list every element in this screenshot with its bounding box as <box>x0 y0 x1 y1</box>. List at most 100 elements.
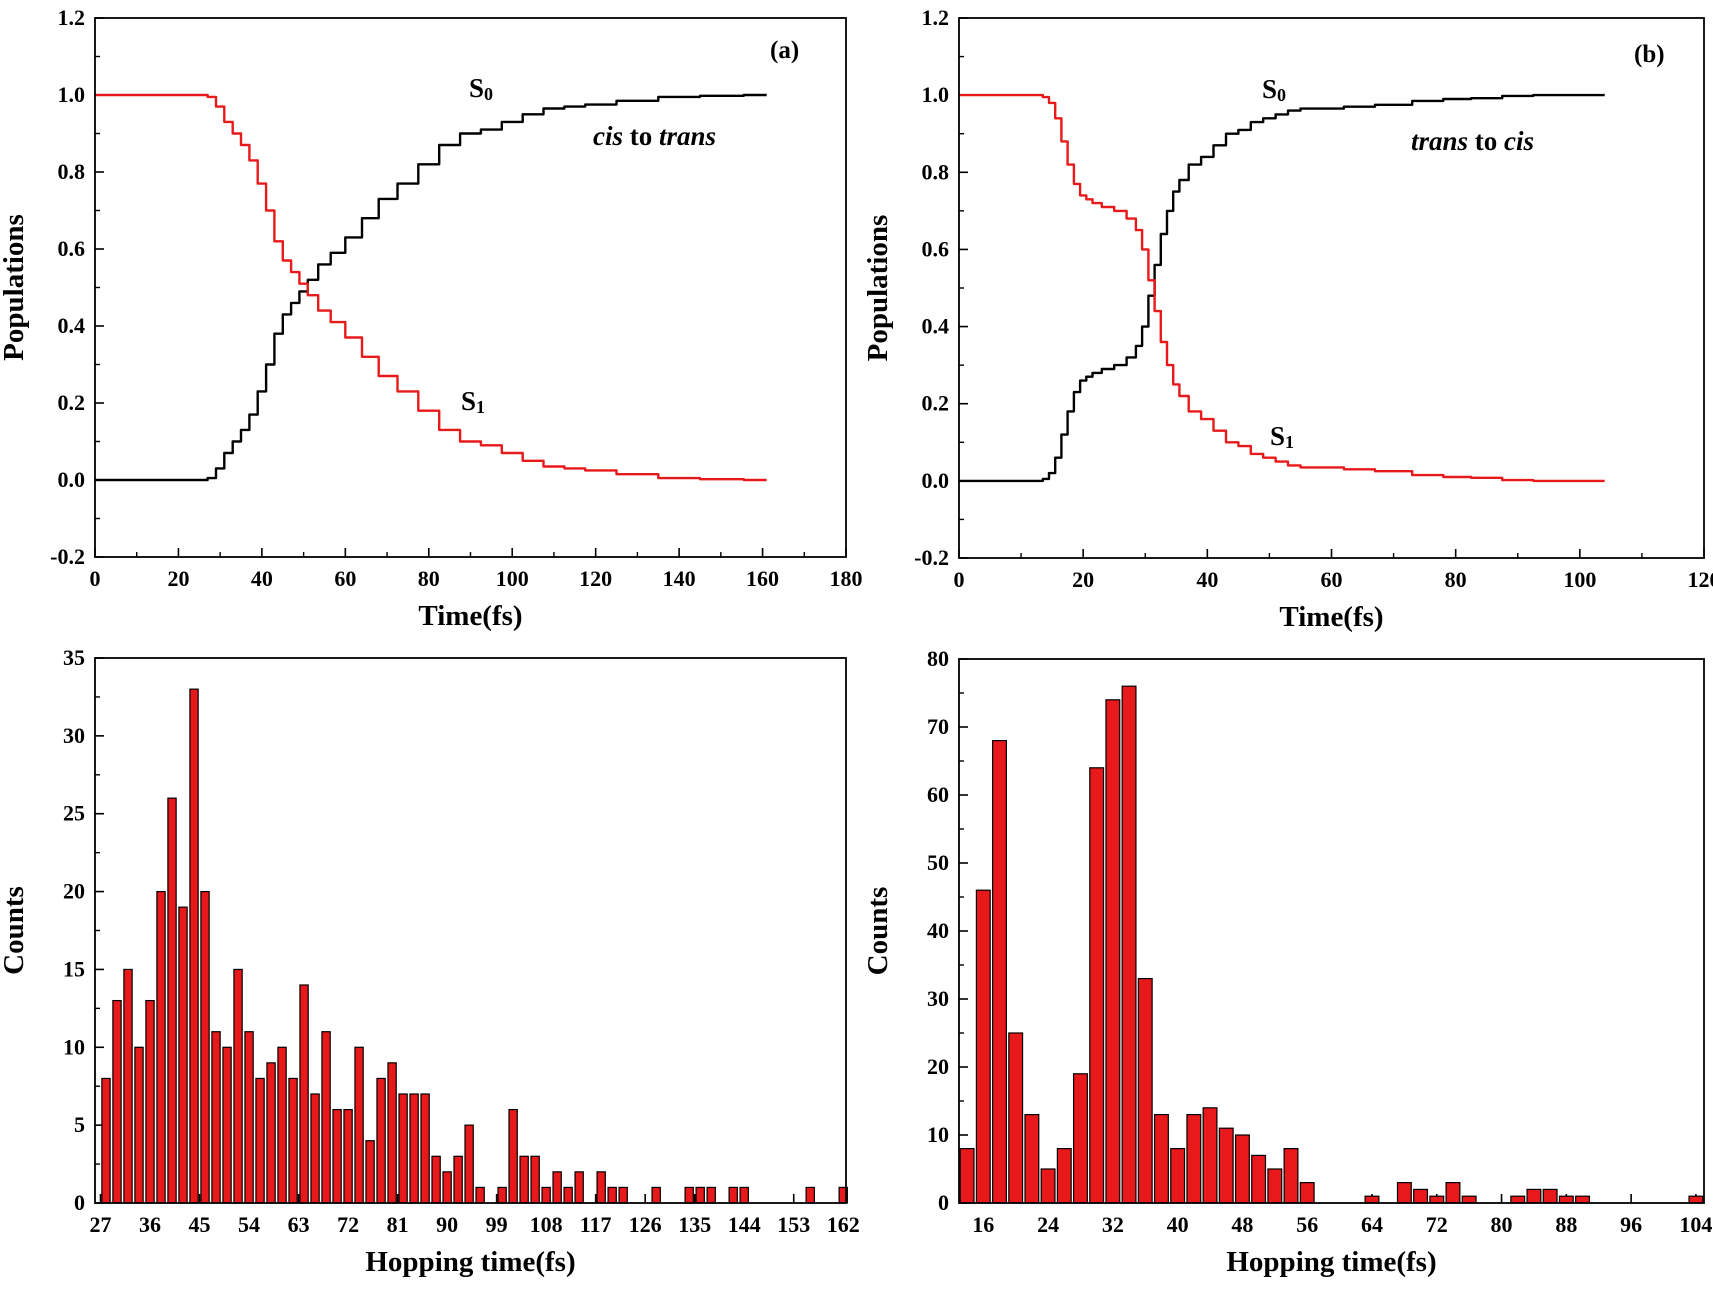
hist-c-bar <box>310 1093 320 1204</box>
population-plot-a: -0.2 0.0 0.2 0.4 0.6 0.8 1.0 1.2 0 20 40 60 80 100 120… <box>0 5 863 632</box>
plot-a-xtick-label: 180 <box>830 566 863 591</box>
plot-b-ytick-label: 0.0 <box>922 468 950 493</box>
plot-a-ytick-label: 1.2 <box>58 5 86 30</box>
hist-c-bar <box>695 1186 705 1204</box>
plot-b-xtick-label: 100 <box>1563 567 1596 592</box>
plot-a-y-axis-label: Populations <box>0 214 30 361</box>
hist-c-bar <box>431 1155 441 1204</box>
hist-c-bar <box>684 1186 694 1204</box>
plot-b-ytick-label: 0.8 <box>922 159 950 184</box>
plot-a-ytick-label: 0.4 <box>58 313 86 338</box>
hist-c-bar <box>277 1046 287 1204</box>
hist-c-bar <box>255 1077 265 1204</box>
hist-d-bar <box>1413 1188 1429 1204</box>
hist-c-bar <box>530 1155 540 1204</box>
hist-c-xtick-label: 63 <box>288 1212 310 1237</box>
plot-b-xtick-label: 0 <box>954 567 965 592</box>
hist-c-bar <box>552 1171 562 1204</box>
plot-a-xtick-label: 60 <box>334 566 356 591</box>
plot-a-xtick-label: 0 <box>90 566 101 591</box>
hist-c-bar <box>398 1093 408 1204</box>
hist-c-bar <box>475 1186 485 1204</box>
hist-c-bar <box>343 1108 353 1204</box>
hist-c-bar <box>805 1186 815 1204</box>
hist-d-xtick-label: 40 <box>1167 1212 1189 1237</box>
hist-c-bar <box>178 906 188 1204</box>
hist-d-ytick-label: 0 <box>938 1190 949 1215</box>
hist-d-bar <box>1283 1147 1299 1204</box>
plot-b-plot-frame <box>958 17 1705 559</box>
hist-c-bar <box>420 1093 430 1204</box>
hist-d-xtick-label: 64 <box>1361 1212 1383 1237</box>
hist-c-bar <box>728 1186 738 1204</box>
hist-c-bar <box>453 1155 463 1204</box>
plot-b-xtick-label: 40 <box>1196 567 1218 592</box>
hist-d-ytick-label: 80 <box>927 646 949 671</box>
hist-c-ytick-label: 30 <box>63 723 85 748</box>
plot-b-ytick-label: 1.0 <box>922 82 950 107</box>
hist-c-bar <box>101 1077 111 1204</box>
plot-a-ytick-label: -0.2 <box>50 544 85 569</box>
plot-b-xtick-label: 80 <box>1445 567 1467 592</box>
hist-c-ytick-label: 0 <box>74 1190 85 1215</box>
hist-c-bar <box>134 1046 144 1204</box>
hist-c-plot-frame <box>94 657 847 1204</box>
hist-d-bar <box>1234 1134 1250 1204</box>
hist-c-bar <box>387 1062 397 1204</box>
hist-d-bar <box>1137 977 1153 1204</box>
hist-c-bar <box>266 1062 276 1204</box>
hist-c-bar <box>519 1155 529 1204</box>
hist-c-bar <box>376 1077 386 1204</box>
hist-c-bar <box>321 1031 331 1204</box>
plot-b-series-s0-line <box>959 93 1605 483</box>
plot-b-ytick-label: 0.6 <box>922 236 950 261</box>
hist-c-xtick-label: 144 <box>728 1212 761 1237</box>
hist-d-bar <box>1526 1188 1542 1204</box>
hist-d-ytick-label: 10 <box>927 1122 949 1147</box>
plot-b-xtick-label: 60 <box>1321 567 1343 592</box>
hist-d-ytick-label: 30 <box>927 986 949 1011</box>
plot-b-series-s1-line <box>959 93 1605 483</box>
plot-a-ytick-label: 1.0 <box>58 82 86 107</box>
hist-d-xtick-label: 16 <box>972 1212 994 1237</box>
hist-d-bar <box>1299 1181 1315 1204</box>
plot-a-xtick-label: 160 <box>746 566 779 591</box>
hist-c-bar <box>189 688 199 1204</box>
hist-c-bar <box>112 999 122 1204</box>
hist-d-bar <box>1267 1168 1283 1204</box>
hist-c-xtick-label: 90 <box>436 1212 458 1237</box>
plot-a-ytick-label: 0.2 <box>58 390 86 415</box>
hist-d-bar <box>1008 1032 1024 1204</box>
hist-c-bar <box>563 1186 573 1204</box>
hist-d-xtick-label: 80 <box>1491 1212 1513 1237</box>
hist-c-bar <box>145 999 155 1204</box>
hist-d-ytick-label: 40 <box>927 918 949 943</box>
plot-b-y-axis-label: Populations <box>862 215 894 362</box>
hist-c-bar <box>464 1124 474 1204</box>
plot-a-xtick-label: 140 <box>663 566 696 591</box>
hist-d-bar <box>1105 699 1121 1204</box>
hist-d-ytick-label: 50 <box>927 850 949 875</box>
plot-a-ytick-label: 0.8 <box>58 159 86 184</box>
plot-a-ytick-label: 0.0 <box>58 467 86 492</box>
hist-d-bar <box>1461 1195 1477 1204</box>
hist-c-ytick-label: 10 <box>63 1034 85 1059</box>
hist-c-xtick-label: 72 <box>337 1212 359 1237</box>
state-label-s0-a: S0 <box>469 73 493 104</box>
hist-c-xtick-label: 162 <box>827 1212 860 1237</box>
hist-d-xtick-label: 96 <box>1620 1212 1642 1237</box>
hist-c-ytick-label: 20 <box>63 879 85 904</box>
hist-c-xtick-label: 99 <box>486 1212 508 1237</box>
plot-a-xtick-label: 40 <box>251 566 273 591</box>
hist-d-ytick-label: 20 <box>927 1054 949 1079</box>
hist-c-bar <box>651 1186 661 1204</box>
hist-d-xtick-label: 24 <box>1037 1212 1059 1237</box>
hist-d-bar <box>1218 1127 1234 1204</box>
hist-d-bar <box>1688 1195 1704 1204</box>
hist-c-xtick-label: 126 <box>629 1212 662 1237</box>
hist-d-bar <box>1186 1113 1202 1204</box>
hist-c-bar <box>497 1186 507 1204</box>
hist-c-bar <box>332 1108 342 1204</box>
hist-c-bar <box>409 1093 419 1204</box>
hist-c-bar <box>211 1031 221 1204</box>
